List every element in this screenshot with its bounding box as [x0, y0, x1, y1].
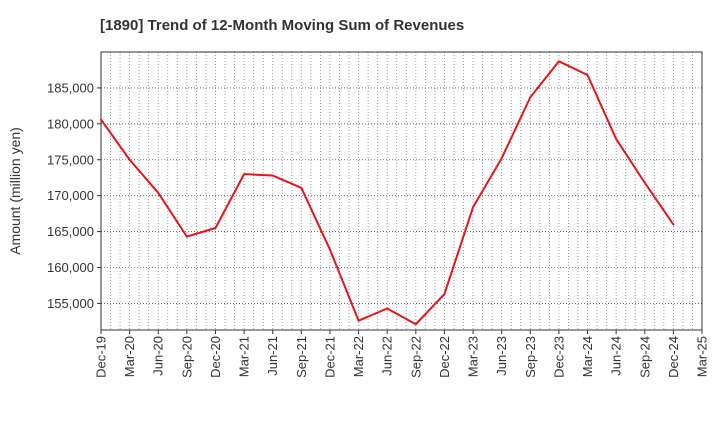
- x-tick-label: Mar-21: [237, 336, 252, 377]
- x-tick-label: Sep-21: [294, 336, 309, 378]
- x-tick-label: Dec-23: [551, 336, 566, 378]
- x-tick-label: Mar-24: [580, 336, 595, 377]
- x-tick-label: Sep-23: [523, 336, 538, 378]
- y-axis-label: Amount (million yen): [7, 127, 23, 255]
- grid-lines: [100, 52, 702, 330]
- y-axis: 155,000 160,000 165,000 170,000 175,000 180,0…: [47, 80, 101, 311]
- x-tick-label: Mar-22: [351, 336, 366, 377]
- y-tick-label: 165,000: [47, 224, 94, 239]
- x-tick-label: Jun-21: [265, 336, 280, 376]
- x-axis: Dec-19 Mar-20 Jun-20 Sep-20 Dec-20 Mar-21 Jun-…: [94, 330, 710, 378]
- y-tick-label: 160,000: [47, 260, 94, 275]
- x-tick-label: Mar-20: [122, 336, 137, 377]
- x-tick-label: Dec-19: [94, 336, 109, 378]
- x-tick-label: Sep-22: [408, 336, 423, 378]
- x-tick-label: Dec-21: [322, 336, 337, 378]
- x-tick-label: Jun-24: [609, 336, 624, 376]
- y-tick-label: 185,000: [47, 80, 94, 95]
- x-tick-label: Mar-25: [695, 336, 710, 377]
- y-tick-label: 170,000: [47, 188, 94, 203]
- x-tick-label: Jun-23: [494, 336, 509, 376]
- x-tick-label: Sep-20: [179, 336, 194, 378]
- x-tick-label: Dec-22: [437, 336, 452, 378]
- series-line: [100, 60, 675, 326]
- x-tick-label: Dec-20: [208, 336, 223, 378]
- x-tick-label: Jun-20: [151, 336, 166, 376]
- y-tick-label: 175,000: [47, 152, 94, 167]
- plot-area: [100, 51, 703, 331]
- x-tick-label: Sep-24: [637, 336, 652, 378]
- series-group: [100, 60, 675, 326]
- y-tick-label: 155,000: [47, 296, 94, 311]
- x-tick-label: Mar-23: [466, 336, 481, 377]
- y-tick-label: 180,000: [47, 116, 94, 131]
- chart-title: [1890] Trend of 12-Month Moving Sum of R…: [100, 17, 464, 34]
- x-tick-label: Dec-24: [666, 336, 681, 378]
- x-tick-label: Jun-22: [380, 336, 395, 376]
